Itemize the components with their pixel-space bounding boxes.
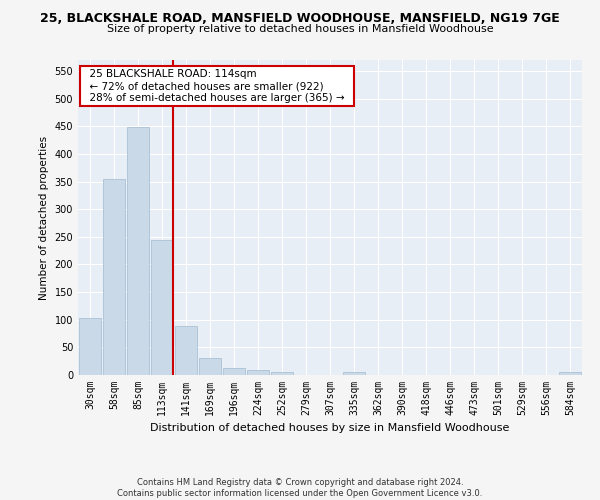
Bar (79, 318, 101, 375)
Bar (223, 368, 245, 375)
Bar (271, 372, 293, 375)
Bar (199, 358, 221, 375)
Text: 25, BLACKSHALE ROAD, MANSFIELD WOODHOUSE, MANSFIELD, NG19 7GE: 25, BLACKSHALE ROAD, MANSFIELD WOODHOUSE… (40, 12, 560, 26)
Bar (151, 240, 173, 375)
Text: 25 BLACKSHALE ROAD: 114sqm  
  ← 72% of detached houses are smaller (922)  
  28: 25 BLACKSHALE ROAD: 114sqm ← 72% of deta… (83, 70, 351, 102)
Bar (175, 326, 197, 375)
X-axis label: Distribution of detached houses by size in Mansfield Woodhouse: Distribution of detached houses by size … (151, 424, 509, 434)
Bar (127, 128, 149, 375)
Text: Size of property relative to detached houses in Mansfield Woodhouse: Size of property relative to detached ho… (107, 24, 493, 34)
Bar (343, 372, 365, 375)
Bar (103, 179, 125, 375)
Y-axis label: Number of detached properties: Number of detached properties (39, 136, 49, 300)
Bar (559, 372, 581, 375)
Text: Contains HM Land Registry data © Crown copyright and database right 2024.
Contai: Contains HM Land Registry data © Crown c… (118, 478, 482, 498)
Bar (247, 370, 269, 375)
